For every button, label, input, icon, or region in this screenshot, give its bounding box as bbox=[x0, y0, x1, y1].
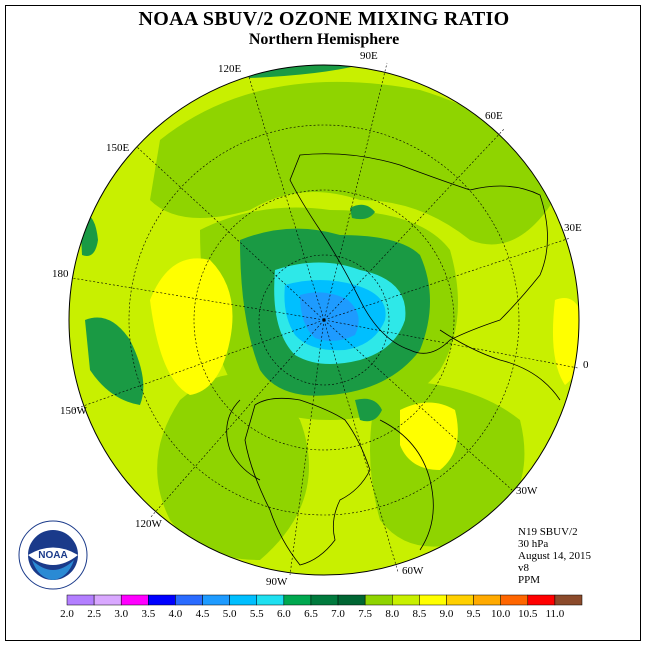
ozone-contour-7-0b bbox=[85, 317, 144, 405]
lon-label-30e: 30E bbox=[564, 222, 582, 234]
colorbar-swatch bbox=[364, 594, 393, 606]
ozone-contour-4-5 bbox=[300, 292, 359, 341]
colorbar-tick-label: 2.0 bbox=[60, 608, 74, 620]
colorbar-swatch bbox=[473, 594, 501, 606]
colorbar-swatch bbox=[66, 594, 95, 606]
colorbar-swatch bbox=[337, 594, 366, 606]
map-boundary bbox=[68, 64, 580, 576]
noaa-logo-text: NOAA bbox=[38, 550, 67, 561]
lon-label-150e: 150E bbox=[106, 142, 130, 154]
lon-label-150w: 150W bbox=[60, 405, 87, 417]
colorbar-tick-label: 8.0 bbox=[385, 608, 400, 620]
colorbar-swatch bbox=[202, 594, 230, 606]
colorbar-swatch bbox=[527, 594, 556, 606]
colorbar-tick-label: 6.0 bbox=[276, 608, 291, 620]
colorbar-tick-label: 7.0 bbox=[331, 608, 345, 620]
colorbar-tick-label: 9.0 bbox=[439, 608, 454, 620]
colorbar-tick-label: 7.5 bbox=[358, 608, 373, 620]
lon-label-60w: 60W bbox=[402, 565, 424, 577]
colorbar-tick-label: 4.0 bbox=[168, 608, 183, 620]
colorbar-tick-label: 10.5 bbox=[518, 608, 538, 620]
colorbar-tick-label: 3.5 bbox=[141, 608, 156, 620]
colorbar-tick-label: 11.0 bbox=[545, 608, 565, 620]
colorbar-swatch bbox=[175, 594, 203, 606]
lon-label-120e: 120E bbox=[218, 63, 242, 75]
ozone-contour-7-0d bbox=[355, 398, 382, 422]
colorbar-tick-label: 5.0 bbox=[222, 608, 237, 620]
info-block: N19 SBUV/2 30 hPa August 14, 2015 v8 PPM bbox=[518, 526, 591, 586]
figure-title: NOAA SBUV/2 OZONE MIXING RATIO bbox=[138, 8, 510, 30]
figure-subtitle: Northern Hemisphere bbox=[248, 31, 400, 48]
lon-label-90e: 90E bbox=[360, 50, 378, 62]
noaa-logo: NOAA bbox=[18, 520, 88, 590]
figure-frame bbox=[5, 5, 641, 641]
lon-label-0: 0 bbox=[583, 359, 589, 371]
colorbar-swatch bbox=[120, 594, 149, 606]
colorbar-swatch bbox=[256, 594, 285, 606]
colorbar-tick-label: 5.5 bbox=[249, 608, 264, 620]
colorbar-tick-label: 6.5 bbox=[304, 608, 318, 620]
colorbar-swatch bbox=[310, 594, 339, 606]
pressure-label: 30 hPa bbox=[518, 538, 549, 550]
ozone-contour-7-5 bbox=[150, 81, 560, 245]
colorbar-swatch bbox=[446, 594, 474, 606]
colorbar-swatch bbox=[283, 594, 312, 606]
colorbar-swatch bbox=[500, 594, 529, 606]
colorbar-tick-label: 10.0 bbox=[491, 608, 511, 620]
lon-label-90w: 90W bbox=[266, 576, 288, 588]
lon-label-120w: 120W bbox=[135, 518, 162, 530]
colorbar-swatch bbox=[554, 594, 583, 606]
coastlines bbox=[226, 153, 561, 566]
colorbar-tick-label: 3.0 bbox=[114, 608, 129, 620]
instrument-label: N19 SBUV/2 bbox=[518, 526, 578, 538]
colorbar-tick-label: 2.5 bbox=[87, 608, 101, 620]
date-label: August 14, 2015 bbox=[518, 550, 592, 562]
lon-label-60e: 60E bbox=[485, 110, 503, 122]
lon-label-180: 180 bbox=[52, 268, 69, 280]
colorbar-swatch bbox=[148, 594, 176, 606]
ozone-contour-8-5a bbox=[150, 258, 233, 395]
colorbar-tick-label: 8.5 bbox=[412, 608, 427, 620]
units-label: PPM bbox=[518, 574, 541, 586]
colorbar-tick-label: 9.5 bbox=[466, 608, 481, 620]
graticule bbox=[71, 62, 579, 576]
colorbar-swatch bbox=[93, 594, 122, 606]
colorbar-swatch bbox=[392, 594, 420, 606]
ozone-contour-8-5b bbox=[400, 402, 458, 470]
version-label: v8 bbox=[518, 562, 529, 574]
ozone-contour-7-0e bbox=[350, 204, 375, 220]
colorbar-swatch bbox=[419, 594, 447, 606]
colorbar-tick-label: 4.5 bbox=[195, 608, 210, 620]
colorbar-swatch bbox=[229, 594, 257, 606]
lon-label-30w: 30W bbox=[516, 485, 538, 497]
